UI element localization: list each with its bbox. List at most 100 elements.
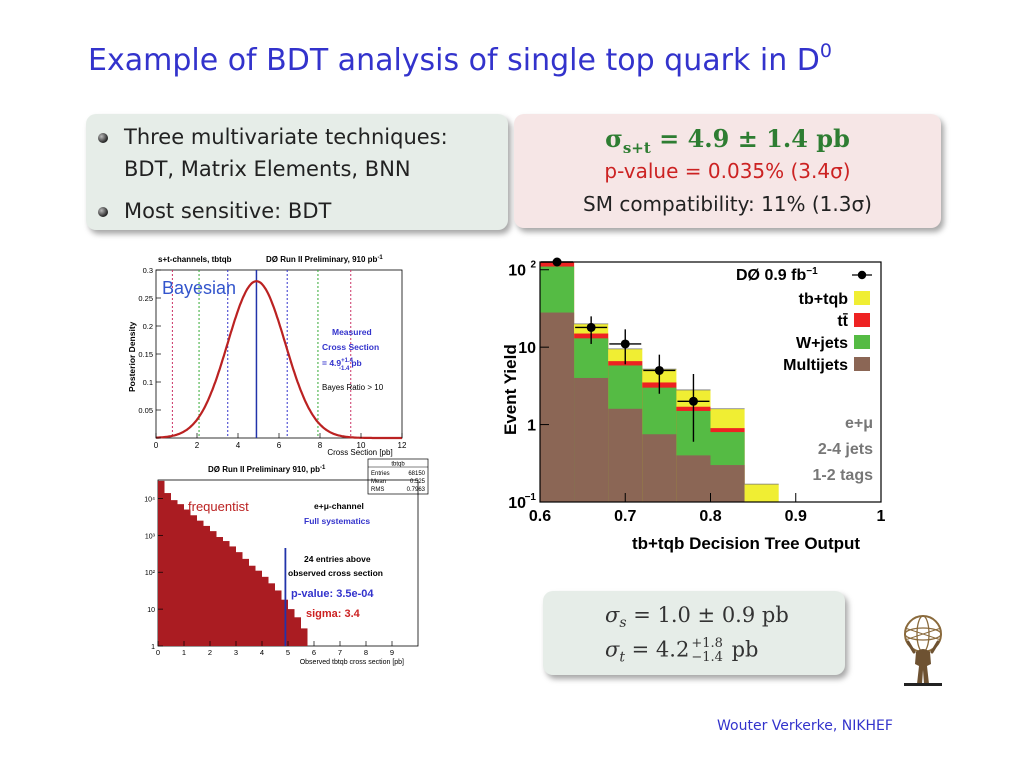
sigma-t-symbol: σ xyxy=(605,637,620,662)
sigma-t-err-down: −1.4 xyxy=(691,650,723,665)
measured-label: Measured xyxy=(332,327,372,337)
sigma-t-subscript: t xyxy=(619,649,625,666)
stats-title: tbtqb xyxy=(391,462,405,468)
sigma-symbol: σ xyxy=(605,124,623,153)
data-point xyxy=(688,396,698,406)
bullet-line: BDT, Matrix Elements, BNN xyxy=(124,157,411,181)
stack-bar-multijets xyxy=(608,408,643,502)
hist-bar xyxy=(262,576,269,646)
hist-bar xyxy=(288,609,295,646)
y-tick-label: 0.3 xyxy=(143,266,153,275)
bayes-ratio: Bayes Ratio > 10 xyxy=(322,383,384,392)
hist-bar xyxy=(275,590,282,646)
entries-above-2: observed cross section xyxy=(288,568,383,578)
hist-bar xyxy=(158,480,165,646)
y-tick-label: 0.05 xyxy=(138,406,153,415)
x-tick-label: 8 xyxy=(364,648,368,657)
hist-bar xyxy=(210,531,217,646)
legend-label: W+jets xyxy=(796,335,848,352)
sigma-subscript: s+t xyxy=(622,138,651,157)
sigma-st-result: σs+t = 4.9 ± 1.4 pb xyxy=(514,124,941,157)
hist-bar xyxy=(268,583,275,646)
x-tick-label: 9 xyxy=(390,648,394,657)
y-tick-label: 10 xyxy=(508,263,526,280)
x-tick-label: 6 xyxy=(277,441,282,450)
sigma-t-value: = 4.2 xyxy=(624,637,690,662)
bayesian-plot: s+t-channels, tbtqb DØ Run II Preliminar… xyxy=(124,250,414,472)
hist-bar xyxy=(177,504,184,646)
stack-bar-multijets xyxy=(574,377,609,502)
frequentist-label: frequentist xyxy=(188,499,249,514)
hist-bar xyxy=(190,515,197,646)
y-tick-label: 0.25 xyxy=(138,294,153,303)
hist-bar xyxy=(171,500,178,646)
x-tick-label: 4 xyxy=(260,648,264,657)
y-tick-label: 10 xyxy=(147,607,155,614)
y-tick-label: 0.15 xyxy=(138,350,153,359)
bullet-box: Three multivariate techniques: BDT, Matr… xyxy=(86,114,508,230)
stack-bar-multijets xyxy=(642,434,677,502)
bullet-line: Three multivariate techniques: xyxy=(124,125,448,149)
sigma-t-unit: pb xyxy=(724,637,759,662)
x-tick-label: 4 xyxy=(236,441,241,450)
systematics-label: Full systematics xyxy=(304,516,370,526)
entries-above-1: 24 entries above xyxy=(304,554,371,564)
hist-bar xyxy=(255,570,262,646)
x-tick-label: 1 xyxy=(182,648,186,657)
hist-bar xyxy=(216,537,223,646)
stats-value: 0.7963 xyxy=(407,487,426,493)
y-tick-label: 10² xyxy=(145,570,156,577)
hist-bar xyxy=(236,552,243,646)
bdt-xlabel: tb+tqb Decision Tree Output xyxy=(632,534,860,553)
bullet-item-most-sensitive: Most sensitive: BDT xyxy=(98,198,331,224)
stack-bar-multijets xyxy=(676,455,711,502)
bayes-ylabel: Posterior Density xyxy=(127,321,137,392)
x-tick-label: 12 xyxy=(398,441,407,450)
y-tick-label: 10⁴ xyxy=(144,496,155,503)
stack-bar-tbtqb xyxy=(744,484,779,502)
cross-section-label: Cross Section xyxy=(322,342,379,352)
bayes-header-right: DØ Run II Preliminary, 910 pb-1 xyxy=(266,255,383,264)
cross-section-value: = 4.9+1.4 -1.4pb xyxy=(322,358,362,372)
bdt-ylabel: Event Yield xyxy=(501,344,520,435)
y-tick-label: 10 xyxy=(508,495,526,512)
y-tick-label: 1 xyxy=(527,418,536,435)
freq-header: DØ Run II Preliminary 910, pb-1 xyxy=(208,465,326,474)
legend-label: Multijets xyxy=(783,357,848,374)
legend-swatch xyxy=(854,313,870,327)
x-tick-label: 8 xyxy=(318,441,323,450)
hist-bar xyxy=(197,520,204,646)
sigma-t-errors: +1.8 −1.4 xyxy=(691,637,723,665)
x-tick-label: 2 xyxy=(195,441,200,450)
y-tick-label: 1 xyxy=(151,644,155,651)
stats-value: 68150 xyxy=(408,471,425,477)
data-point xyxy=(586,322,596,332)
x-tick-label: 0 xyxy=(156,648,160,657)
hist-bar xyxy=(223,541,230,646)
frequentist-plot: DØ Run II Preliminary 910, pb-1 tbtqb En… xyxy=(136,458,436,668)
bullet-item-techniques: Three multivariate techniques: BDT, Matr… xyxy=(98,124,448,182)
data-point xyxy=(620,339,630,349)
x-tick-label: 0.6 xyxy=(529,508,551,525)
atlas-statue-logo xyxy=(904,615,942,686)
x-tick-label: 5 xyxy=(286,648,290,657)
hist-bar xyxy=(203,525,210,646)
x-tick-label: 0.9 xyxy=(785,508,807,525)
y-tick-exponent: −1 xyxy=(525,492,537,503)
x-tick-label: 0.7 xyxy=(614,508,636,525)
freq-xlabel: Observed tbtqb cross section [pb] xyxy=(300,659,404,666)
hist-bar xyxy=(294,617,301,646)
sm-compatibility: SM compatibility: 11% (1.3σ) xyxy=(583,192,872,216)
x-tick-label: 10 xyxy=(357,441,366,450)
stats-key: Entries xyxy=(371,471,390,477)
sigma-s-line: σs = 1.0 ± 0.9 pb xyxy=(605,603,789,631)
freq-pvalue: p-value: 3.5e-04 xyxy=(291,588,374,600)
stats-key: RMS xyxy=(371,487,384,493)
channel-annotation: 2-4 jets xyxy=(818,441,873,458)
x-tick-label: 1 xyxy=(877,508,886,525)
bayes-header-left: s+t-channels, tbtqb xyxy=(158,255,232,264)
x-tick-label: 7 xyxy=(338,648,342,657)
hist-bar xyxy=(164,493,171,646)
